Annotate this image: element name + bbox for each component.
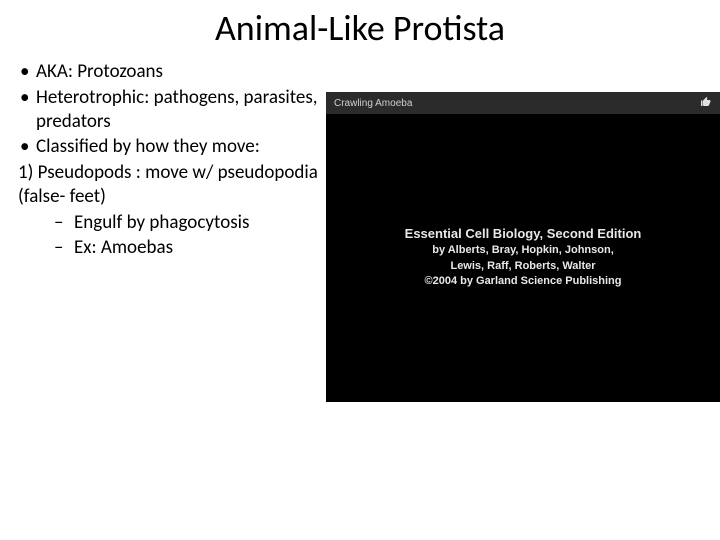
thumbs-up-icon[interactable] — [700, 96, 712, 111]
sub-bullet-item: Ex: Amoebas — [54, 236, 328, 260]
video-authors-line: by Alberts, Bray, Hopkin, Johnson, — [432, 243, 614, 258]
video-header: Crawling Amoeba — [326, 92, 720, 114]
slide-title: Animal-Like Protista — [0, 0, 720, 60]
video-header-label: Crawling Amoeba — [334, 98, 412, 109]
video-authors-line: Lewis, Raff, Roberts, Walter — [450, 259, 595, 274]
video-embed[interactable]: Crawling Amoeba Essential Cell Biology, … — [326, 92, 720, 402]
sub-bullet-item: Engulf by phagocytosis — [54, 211, 328, 235]
text-column: AKA: Protozoans Heterotrophic: pathogens… — [18, 60, 328, 262]
bullet-list: AKA: Protozoans Heterotrophic: pathogens… — [18, 60, 328, 159]
video-body: Essential Cell Biology, Second Edition b… — [326, 114, 720, 402]
video-copyright-line: ©2004 by Garland Science Publishing — [424, 274, 621, 289]
bullet-item: Heterotrophic: pathogens, parasites, pre… — [18, 86, 328, 134]
bullet-item: AKA: Protozoans — [18, 60, 328, 84]
numbered-item: 1) Pseudopods : move w/ pseudopodia (fal… — [18, 161, 328, 209]
video-title-text: Essential Cell Biology, Second Edition — [405, 226, 642, 241]
bullet-item: Classified by how they move: — [18, 135, 328, 159]
sub-bullet-list: Engulf by phagocytosis Ex: Amoebas — [18, 211, 328, 261]
